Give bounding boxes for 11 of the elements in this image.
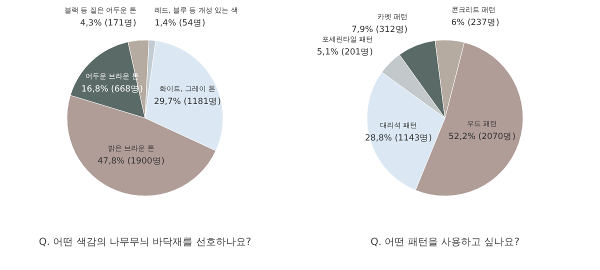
data-label: 29,7% (1181명) xyxy=(154,96,221,107)
data-label: 52,2% (2070명) xyxy=(448,132,516,142)
data-label: 7,9% (312명) xyxy=(351,25,408,36)
data-label: 28,8% (1143명) xyxy=(365,133,432,144)
data-label: 6% (237명) xyxy=(451,18,500,28)
text: Q. 어떤 패턴을 사용하고 싶나요? xyxy=(370,237,520,248)
data-label: 5,1% (201명) xyxy=(316,48,374,58)
text: Q. 어떤 색감의 나무무늬 바닥재를 선호하나요? xyxy=(38,237,252,248)
data-label: 47,8% (1900명) xyxy=(98,156,165,166)
data-label: 1,4% (54명) xyxy=(154,18,206,28)
data-label: 4,3% (171명) xyxy=(80,18,136,28)
